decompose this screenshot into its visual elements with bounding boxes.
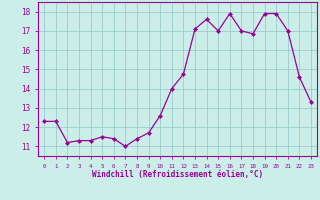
X-axis label: Windchill (Refroidissement éolien,°C): Windchill (Refroidissement éolien,°C) xyxy=(92,170,263,179)
